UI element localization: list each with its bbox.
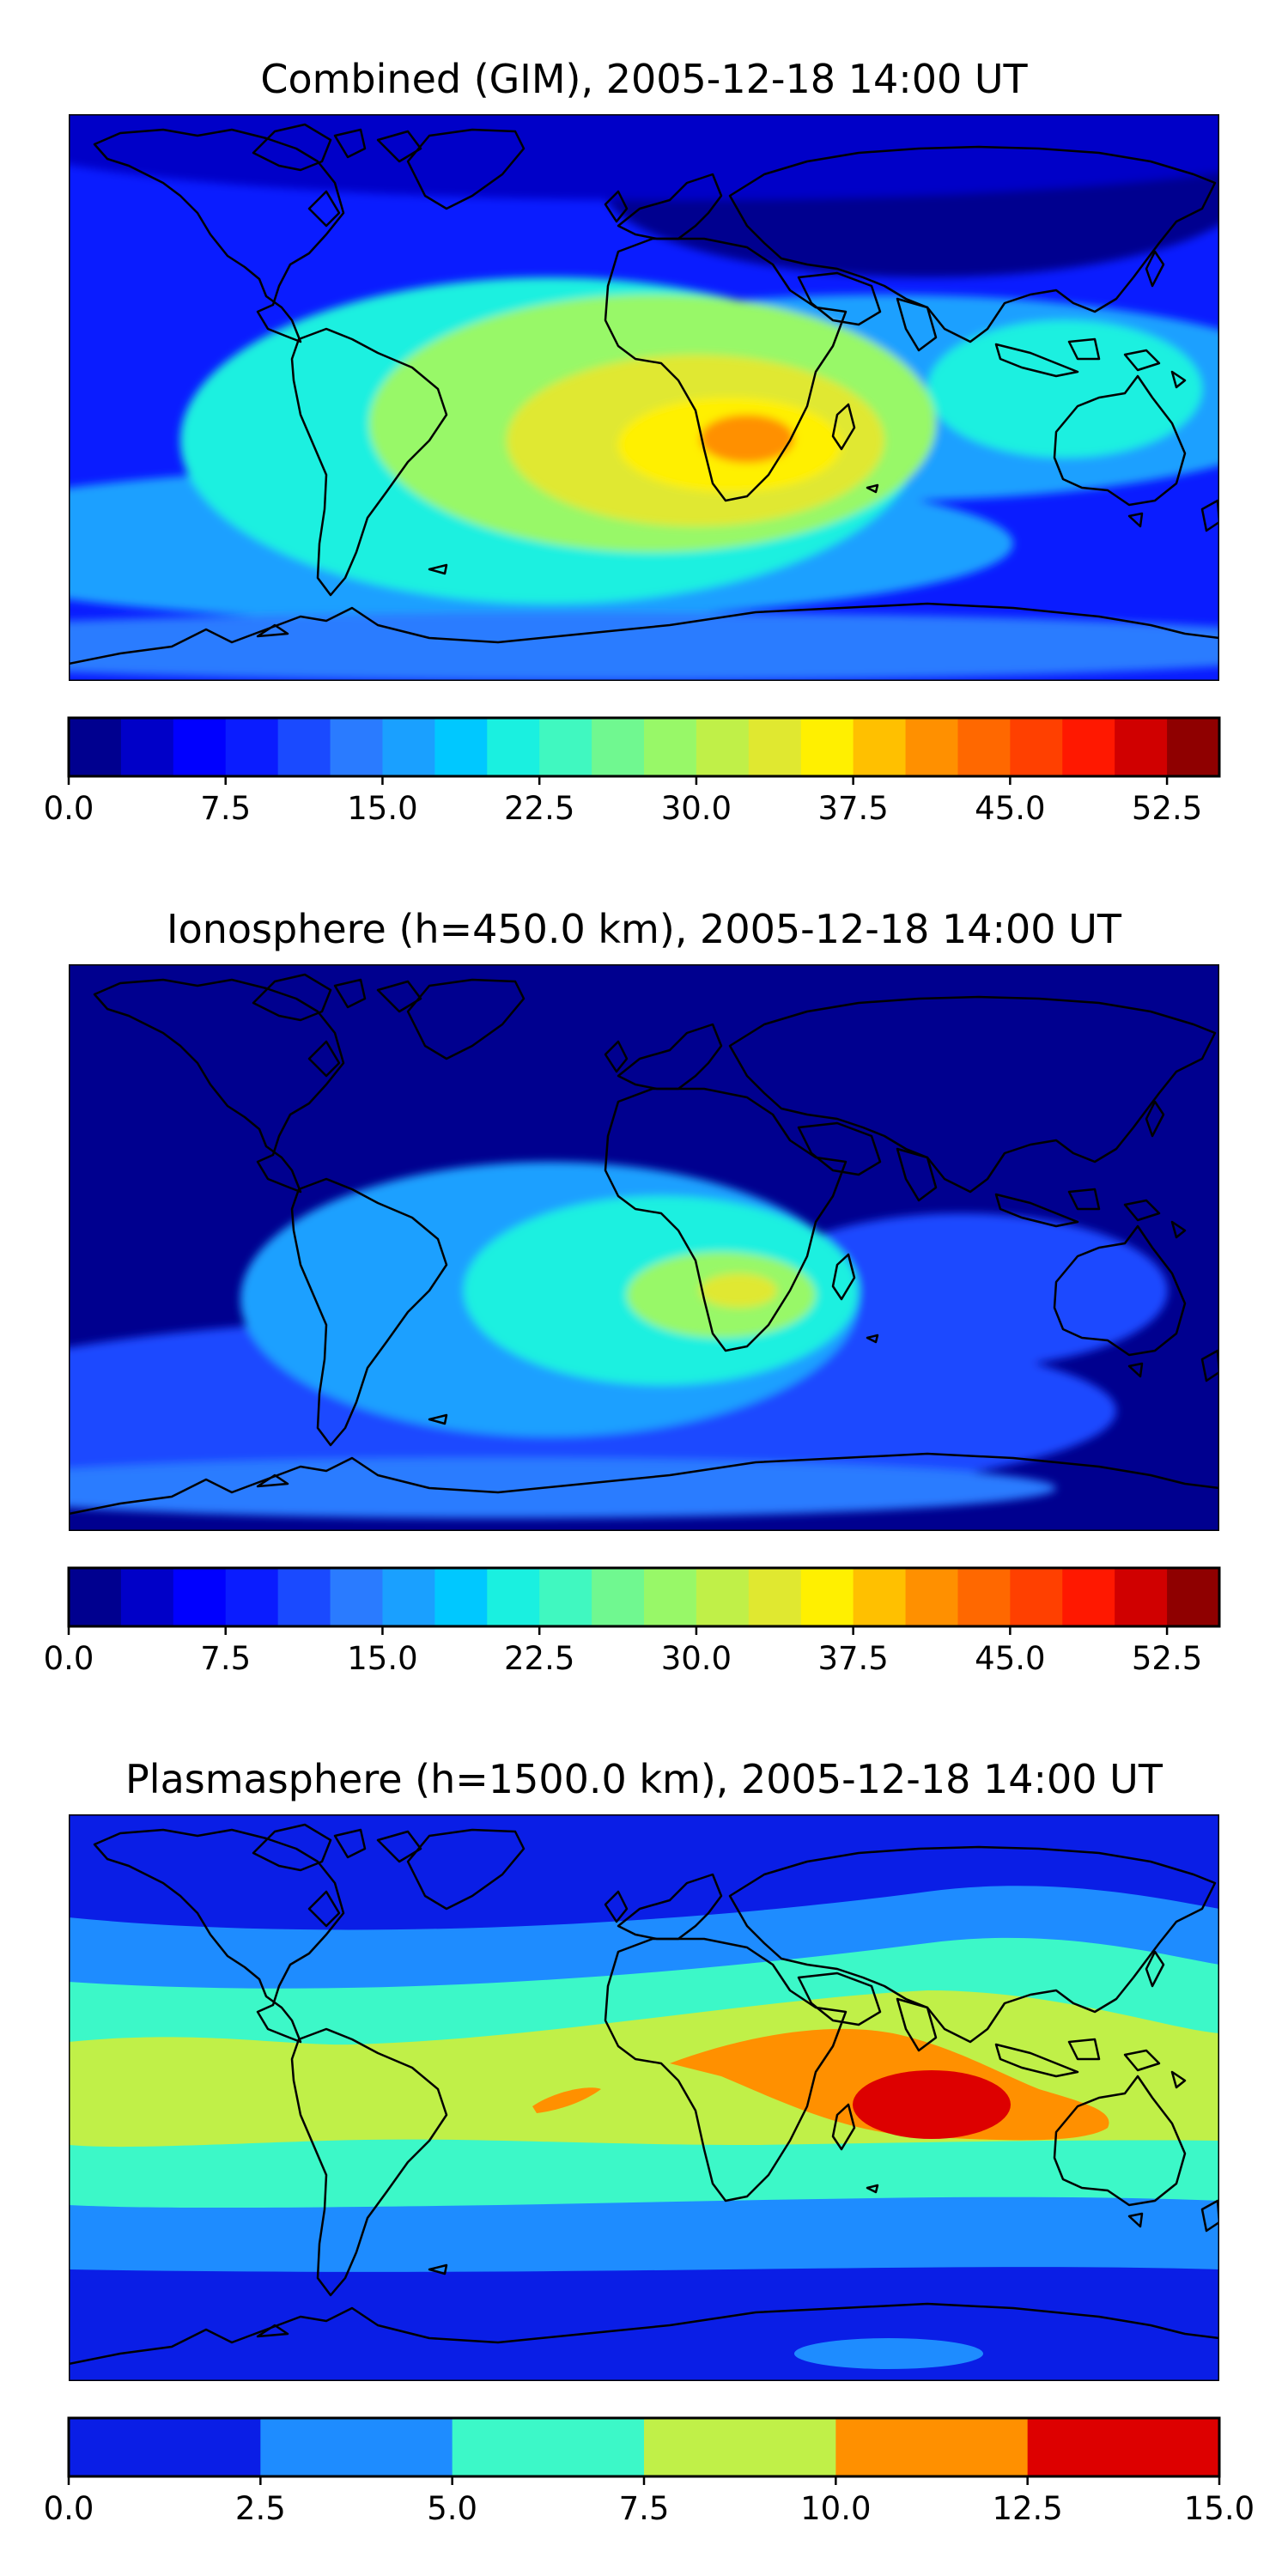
colorbar-2-tick-label: 37.5 bbox=[817, 1640, 888, 1677]
colorbar-2-segment bbox=[592, 1568, 645, 1626]
colorbar-2-segment bbox=[539, 1568, 592, 1626]
colorbar-2-segment bbox=[1010, 1568, 1063, 1626]
colorbar-2-segment bbox=[382, 1568, 435, 1626]
colorbar-1-segment bbox=[1115, 718, 1168, 776]
colorbar-1-tick-label: 22.5 bbox=[504, 790, 574, 827]
colorbar-3-segment bbox=[1027, 2418, 1220, 2476]
colorbar-3-segment bbox=[260, 2418, 453, 2476]
colorbar-1-segment bbox=[1167, 718, 1220, 776]
colorbar-1-tick-label: 37.5 bbox=[817, 790, 888, 827]
colorbar-2-frame bbox=[67, 1566, 1221, 1628]
colorbar-3-tick-label: 10.0 bbox=[800, 2490, 871, 2527]
colorbar-3-segment bbox=[644, 2418, 836, 2476]
colorbar-1: 0.0 7.5 15.0 22.5 30.0 37.5 45.0 52.5 bbox=[44, 716, 1221, 827]
panel-3-title: Plasmasphere (h=1500.0 km), 2005-12-18 1… bbox=[125, 1756, 1163, 1802]
colorbar-2-tick-label: 22.5 bbox=[504, 1640, 574, 1677]
colorbar-1-tick-label: 15.0 bbox=[347, 790, 417, 827]
panel-plasmasphere: Plasmasphere (h=1500.0 km), 2005-12-18 1… bbox=[44, 1756, 1255, 2527]
colorbar-2-tick-label: 15.0 bbox=[347, 1640, 417, 1677]
colorbar-2-tick-label: 52.5 bbox=[1132, 1640, 1202, 1677]
colorbar-1-tick-label: 7.5 bbox=[200, 790, 251, 827]
panel-1-title: Combined (GIM), 2005-12-18 14:00 UT bbox=[260, 56, 1028, 102]
colorbar-1-segment bbox=[487, 718, 540, 776]
colorbar-2-tick-label: 7.5 bbox=[200, 1640, 251, 1677]
colorbar-1-segment bbox=[434, 718, 488, 776]
map-1-region-antarctic bbox=[69, 612, 1219, 681]
colorbar-1-segment bbox=[225, 718, 279, 776]
colorbar-1-segment bbox=[592, 718, 645, 776]
panel-ionosphere: Ionosphere (h=450.0 km), 2005-12-18 14:0… bbox=[44, 906, 1221, 1677]
colorbar-2-segment bbox=[748, 1568, 802, 1626]
colorbar-2-segment bbox=[69, 1568, 122, 1626]
colorbar-3-tick-label: 12.5 bbox=[992, 2490, 1062, 2527]
colorbar-1-tick-label: 45.0 bbox=[975, 790, 1045, 827]
colorbar-1-segment bbox=[69, 718, 122, 776]
colorbar-1-segment bbox=[120, 718, 174, 776]
map-1 bbox=[69, 114, 1219, 681]
colorbar-2-segment bbox=[1115, 1568, 1168, 1626]
colorbar-1-tick-label: 30.0 bbox=[661, 790, 732, 827]
colorbar-1-tick-label: 0.0 bbox=[44, 790, 94, 827]
panel-combined: Combined (GIM), 2005-12-18 14:00 UT bbox=[44, 56, 1221, 827]
colorbar-2-segment bbox=[957, 1568, 1011, 1626]
colorbar-1-segment bbox=[696, 718, 750, 776]
colorbar-2-segment bbox=[173, 1568, 227, 1626]
colorbar-3-tick-label: 2.5 bbox=[235, 2490, 286, 2527]
map-3 bbox=[69, 1814, 1219, 2381]
colorbar-2-tick-label: 30.0 bbox=[661, 1640, 732, 1677]
colorbar-1-segment bbox=[330, 718, 384, 776]
colorbar-3-tick-label: 5.0 bbox=[427, 2490, 477, 2527]
colorbar-3-segment bbox=[835, 2418, 1029, 2476]
colorbar-2-segment bbox=[1062, 1568, 1115, 1626]
colorbar-1-segment bbox=[957, 718, 1011, 776]
colorbar-1-segment bbox=[853, 718, 907, 776]
colorbar-2-segment bbox=[225, 1568, 279, 1626]
colorbar-2-tick-label: 0.0 bbox=[44, 1640, 94, 1677]
map-1-region-maritime bbox=[927, 320, 1202, 458]
colorbar-1-segment bbox=[644, 718, 697, 776]
colorbar-3: 0.0 2.5 5.0 7.5 10.0 12.5 15.0 bbox=[44, 2416, 1255, 2527]
colorbar-2-segment bbox=[696, 1568, 750, 1626]
colorbar-1-segment bbox=[1010, 718, 1063, 776]
colorbar-1-segment bbox=[800, 718, 854, 776]
colorbar-1-frame bbox=[67, 716, 1221, 778]
colorbar-1-segment bbox=[539, 718, 592, 776]
map-1-region-north-polar bbox=[69, 114, 1219, 200]
colorbar-1-segment bbox=[277, 718, 331, 776]
map-3-region-atlantic-max bbox=[532, 2087, 601, 2113]
colorbar-1-segment bbox=[748, 718, 802, 776]
colorbar-2-segment bbox=[644, 1568, 697, 1626]
map-2-region-africa-peak bbox=[700, 1273, 777, 1308]
colorbar-2-segment bbox=[1167, 1568, 1220, 1626]
colorbar-2-segment bbox=[277, 1568, 331, 1626]
colorbar-3-tick-label: 7.5 bbox=[619, 2490, 670, 2527]
colorbar-2-segment bbox=[120, 1568, 174, 1626]
colorbar-3-tick-label: 15.0 bbox=[1184, 2490, 1255, 2527]
colorbar-3-segment bbox=[452, 2418, 645, 2476]
colorbar-3-tick-label: 0.0 bbox=[44, 2490, 94, 2527]
colorbar-2-tick-label: 45.0 bbox=[975, 1640, 1045, 1677]
map-3-region-antarctic-patch bbox=[794, 2338, 983, 2369]
colorbar-1-segment bbox=[173, 718, 227, 776]
colorbar-2: 0.0 7.5 15.0 22.5 30.0 37.5 45.0 52.5 bbox=[44, 1566, 1221, 1677]
colorbar-2-segment bbox=[330, 1568, 384, 1626]
map-2 bbox=[69, 964, 1219, 1531]
map-3-region-indian-ocean-peak bbox=[853, 2070, 1011, 2139]
colorbar-1-segment bbox=[1062, 718, 1115, 776]
panel-2-title: Ionosphere (h=450.0 km), 2005-12-18 14:0… bbox=[167, 906, 1122, 952]
colorbar-2-segment bbox=[853, 1568, 907, 1626]
colorbar-2-segment bbox=[487, 1568, 540, 1626]
colorbar-3-segment bbox=[69, 2418, 261, 2476]
colorbar-1-segment bbox=[382, 718, 435, 776]
colorbar-1-segment bbox=[905, 718, 959, 776]
map-1-region-africa-peak bbox=[700, 415, 794, 463]
colorbar-2-segment bbox=[434, 1568, 488, 1626]
colorbar-1-tick-label: 52.5 bbox=[1132, 790, 1202, 827]
map-2-region-antarctic bbox=[69, 1458, 1056, 1518]
colorbar-2-segment bbox=[905, 1568, 959, 1626]
colorbar-2-segment bbox=[800, 1568, 854, 1626]
